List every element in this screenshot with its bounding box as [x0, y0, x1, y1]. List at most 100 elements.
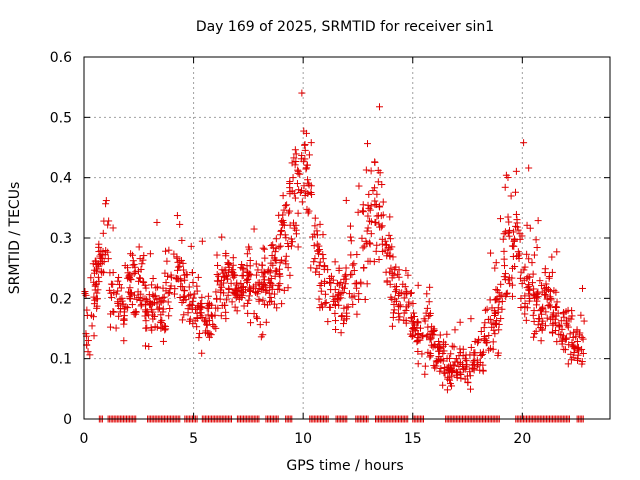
- data-point: [310, 242, 318, 250]
- data-point: [166, 305, 174, 313]
- data-point: [401, 283, 409, 291]
- data-point: [513, 223, 521, 231]
- data-point: [480, 324, 488, 332]
- data-point: [562, 334, 570, 342]
- data-point: [340, 316, 348, 324]
- data-point: [354, 208, 362, 216]
- data-point: [141, 312, 149, 320]
- data-point: [197, 312, 205, 320]
- data-point: [149, 274, 157, 282]
- data-point: [272, 235, 280, 243]
- data-point: [261, 282, 269, 290]
- data-point: [228, 267, 236, 275]
- data-point: [275, 243, 283, 251]
- data-point: [560, 345, 568, 353]
- data-point: [317, 287, 325, 295]
- data-point: [128, 301, 136, 309]
- data-point: [514, 226, 522, 234]
- data-point: [440, 369, 448, 377]
- data-point: [264, 268, 272, 276]
- data-point: [363, 140, 371, 148]
- data-point: [134, 288, 142, 296]
- data-point: [490, 307, 498, 315]
- data-point: [383, 241, 391, 249]
- data-point: [237, 264, 245, 272]
- data-point: [536, 307, 544, 315]
- data-point: [250, 225, 258, 233]
- data-point: [255, 297, 263, 305]
- data-point: [87, 274, 95, 282]
- data-point: [107, 289, 115, 297]
- data-point: [170, 250, 178, 258]
- data-point: [205, 333, 213, 341]
- data-point: [284, 243, 292, 251]
- data-point: [371, 158, 379, 166]
- data-point: [124, 304, 132, 312]
- data-point: [282, 252, 290, 260]
- data-point: [245, 270, 253, 278]
- data-point: [224, 275, 232, 283]
- data-point: [294, 167, 302, 175]
- data-point: [247, 319, 255, 327]
- y-tick-label: 0.6: [50, 50, 72, 66]
- data-point: [402, 306, 410, 314]
- data-point: [129, 251, 137, 259]
- data-point: [347, 237, 355, 245]
- data-point: [457, 370, 465, 378]
- data-point: [526, 295, 534, 303]
- data-point: [330, 297, 338, 305]
- data-point: [244, 275, 252, 283]
- data-point: [171, 285, 179, 293]
- data-point: [366, 240, 374, 248]
- data-point: [84, 348, 92, 356]
- data-point: [362, 237, 370, 245]
- data-point: [195, 334, 203, 342]
- data-point: [492, 259, 500, 267]
- data-point: [259, 273, 267, 281]
- data-point: [91, 257, 99, 265]
- data-point: [284, 284, 292, 292]
- data-point: [496, 215, 504, 223]
- data-point: [435, 353, 443, 361]
- data-point: [126, 295, 134, 303]
- data-point: [220, 273, 228, 281]
- data-point: [260, 245, 268, 253]
- data-point: [98, 258, 106, 266]
- data-point: [568, 312, 576, 320]
- data-point: [494, 304, 502, 312]
- data-point: [162, 279, 170, 287]
- data-point: [193, 314, 201, 322]
- data-point: [426, 283, 434, 291]
- data-point: [498, 305, 506, 313]
- data-point: [388, 322, 396, 330]
- data-point: [204, 299, 212, 307]
- data-point: [210, 323, 218, 331]
- data-point: [541, 291, 549, 299]
- data-point: [530, 333, 538, 341]
- data-point: [302, 129, 310, 137]
- data-point: [500, 247, 508, 255]
- data-point: [418, 350, 426, 358]
- data-point: [120, 316, 128, 324]
- data-point: [240, 302, 248, 310]
- data-point: [355, 182, 363, 190]
- data-point: [239, 271, 247, 279]
- data-point: [485, 332, 493, 340]
- data-point: [508, 274, 516, 282]
- data-point: [269, 241, 277, 249]
- data-point: [511, 263, 519, 271]
- data-point: [364, 224, 372, 232]
- data-point: [262, 288, 270, 296]
- data-point: [485, 346, 493, 354]
- data-point: [355, 295, 363, 303]
- data-point: [416, 324, 424, 332]
- data-point: [136, 255, 144, 263]
- data-point: [473, 362, 481, 370]
- data-point: [298, 198, 306, 206]
- y-tick-label: 0.1: [50, 352, 72, 368]
- data-point: [222, 308, 230, 316]
- data-point: [276, 280, 284, 288]
- data-point: [504, 213, 512, 221]
- data-point: [473, 356, 481, 364]
- data-point: [483, 305, 491, 313]
